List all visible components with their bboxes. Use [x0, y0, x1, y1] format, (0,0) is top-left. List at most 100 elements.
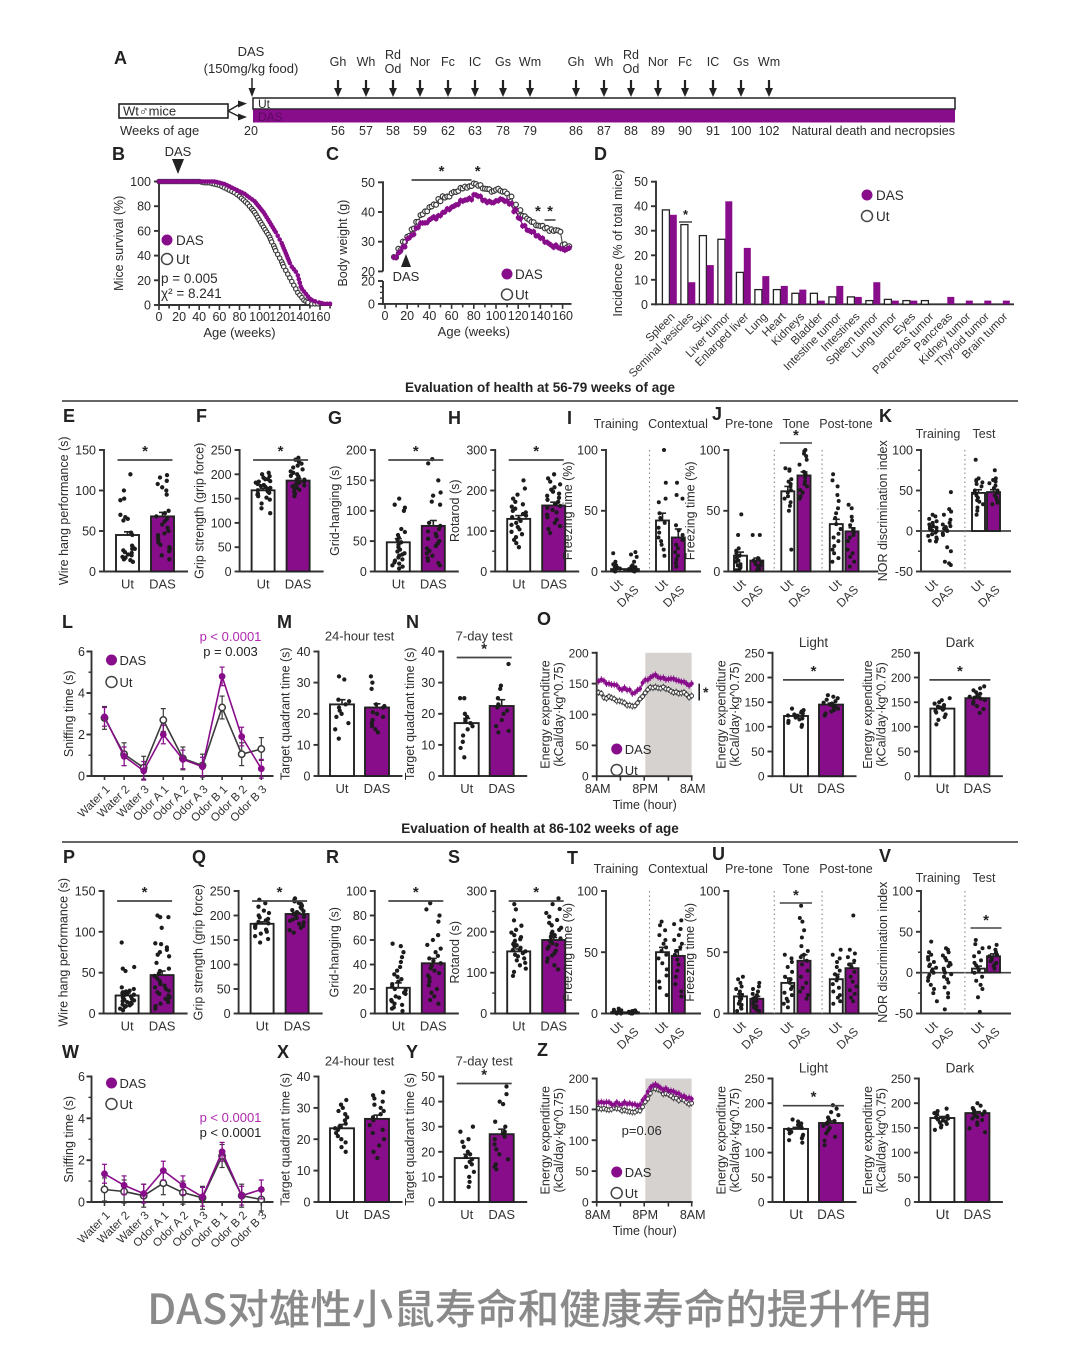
svg-text:40: 40	[361, 206, 375, 220]
svg-text:250: 250	[744, 646, 764, 660]
svg-text:Post-tone: Post-tone	[819, 417, 873, 431]
svg-text:200: 200	[569, 1072, 589, 1086]
svg-text:8AM: 8AM	[585, 782, 611, 796]
svg-text:(kCal/day·kg^0.75): (kCal/day·kg^0.75)	[728, 662, 742, 767]
svg-text:Rd: Rd	[385, 48, 401, 62]
svg-text:Freezing time (%): Freezing time (%)	[561, 903, 575, 1002]
svg-text:20: 20	[361, 265, 375, 279]
svg-text:57: 57	[359, 124, 373, 138]
svg-text:Od: Od	[623, 62, 640, 76]
svg-text:Ut: Ut	[460, 1207, 473, 1222]
svg-text:0: 0	[906, 525, 913, 539]
svg-text:*: *	[481, 1067, 487, 1084]
svg-text:(kCal/day·kg^0.75): (kCal/day·kg^0.75)	[874, 1088, 888, 1193]
svg-text:*: *	[535, 203, 541, 220]
svg-text:24-hour test: 24-hour test	[325, 1054, 395, 1069]
svg-text:250: 250	[891, 1072, 911, 1086]
svg-text:DAS: DAS	[258, 110, 283, 124]
svg-text:-50: -50	[895, 565, 913, 579]
svg-text:Contextual: Contextual	[648, 417, 708, 431]
svg-text:DAS: DAS	[120, 1076, 147, 1091]
svg-text:Body weight (g): Body weight (g)	[336, 200, 350, 287]
svg-text:0: 0	[156, 310, 163, 324]
svg-text:*: *	[278, 443, 284, 460]
svg-text:Wire hang performance (s): Wire hang performance (s)	[57, 878, 71, 1027]
svg-text:Ut: Ut	[256, 1019, 269, 1034]
svg-text:40: 40	[297, 645, 311, 659]
svg-text:Light: Light	[799, 1061, 829, 1076]
svg-text:DAS: DAS	[817, 781, 845, 796]
svg-text:160: 160	[552, 309, 573, 323]
svg-text:0: 0	[641, 298, 648, 312]
svg-text:Grip strength (grip force): Grip strength (grip force)	[192, 884, 206, 1020]
svg-text:10: 10	[297, 1164, 311, 1178]
svg-text:100: 100	[577, 885, 598, 899]
svg-text:8AM: 8AM	[680, 1208, 706, 1222]
svg-text:Ut: Ut	[625, 1186, 638, 1201]
svg-text:Wm: Wm	[519, 55, 541, 69]
svg-text:50: 50	[218, 541, 232, 555]
svg-text:Grip strength (grip force): Grip strength (grip force)	[193, 443, 207, 579]
svg-text:*: *	[475, 163, 481, 180]
svg-text:8AM: 8AM	[680, 782, 706, 796]
svg-text:62: 62	[441, 124, 455, 138]
svg-text:0: 0	[428, 770, 435, 784]
svg-text:U: U	[712, 844, 725, 864]
svg-text:Ut: Ut	[121, 577, 134, 592]
svg-text:250: 250	[744, 1072, 764, 1086]
svg-text:40: 40	[353, 958, 367, 972]
svg-text:0: 0	[368, 297, 375, 311]
svg-text:88: 88	[624, 124, 638, 138]
svg-text:*: *	[533, 443, 539, 460]
svg-text:DAS: DAS	[876, 188, 904, 203]
svg-text:(150mg/kg food): (150mg/kg food)	[204, 61, 299, 76]
svg-text:40: 40	[192, 310, 206, 324]
svg-text:50: 50	[82, 525, 96, 539]
svg-text:DAS: DAS	[393, 269, 420, 284]
svg-text:J: J	[712, 404, 722, 424]
svg-text:Ut: Ut	[936, 1207, 950, 1222]
svg-text:50: 50	[706, 946, 720, 960]
svg-text:(kCal/day·kg^0.75): (kCal/day·kg^0.75)	[552, 1088, 566, 1193]
svg-text:*: *	[481, 641, 487, 658]
svg-text:Freezing time (%): Freezing time (%)	[683, 903, 697, 1002]
svg-text:10: 10	[421, 1170, 435, 1184]
svg-text:87: 87	[597, 124, 611, 138]
svg-text:DAS: DAS	[120, 653, 147, 668]
svg-text:0: 0	[304, 770, 311, 784]
svg-text:Ut: Ut	[121, 1019, 134, 1034]
svg-text:A: A	[114, 48, 127, 68]
svg-text:60: 60	[137, 224, 151, 238]
svg-text:120: 120	[269, 310, 290, 324]
svg-text:Target quadrant time (s): Target quadrant time (s)	[278, 1073, 292, 1206]
svg-text:150: 150	[891, 1121, 911, 1135]
svg-text:40: 40	[421, 645, 435, 659]
svg-text:*: *	[703, 684, 709, 700]
svg-text:-50: -50	[895, 1007, 913, 1021]
svg-text:40: 40	[137, 249, 151, 263]
svg-text:NOR discrimination index: NOR discrimination index	[876, 439, 890, 581]
svg-text:Nor: Nor	[648, 55, 668, 69]
svg-text:40: 40	[634, 200, 648, 214]
svg-text:*: *	[793, 427, 799, 444]
svg-text:102: 102	[759, 124, 780, 138]
svg-text:NOR discrimination index: NOR discrimination index	[876, 881, 890, 1023]
svg-text:Test: Test	[973, 871, 996, 885]
svg-text:DAS: DAS	[176, 233, 204, 248]
svg-text:p=0.06: p=0.06	[622, 1123, 662, 1138]
svg-text:Ut: Ut	[392, 1019, 405, 1034]
svg-text:0: 0	[144, 299, 151, 313]
svg-text:250: 250	[891, 646, 911, 660]
svg-text:T: T	[567, 848, 578, 868]
svg-text:DAS: DAS	[285, 577, 312, 592]
svg-text:Training: Training	[594, 862, 639, 876]
svg-text:200: 200	[210, 909, 231, 923]
svg-text:(kCal/day·kg^0.75): (kCal/day·kg^0.75)	[728, 1088, 742, 1193]
svg-text:100: 100	[699, 885, 720, 899]
svg-text:*: *	[683, 207, 689, 222]
svg-text:DAS: DAS	[284, 1019, 311, 1034]
svg-text:Training: Training	[594, 417, 639, 431]
svg-text:7-day test: 7-day test	[456, 629, 513, 644]
svg-text:2: 2	[78, 1154, 85, 1168]
svg-text:80: 80	[467, 309, 481, 323]
